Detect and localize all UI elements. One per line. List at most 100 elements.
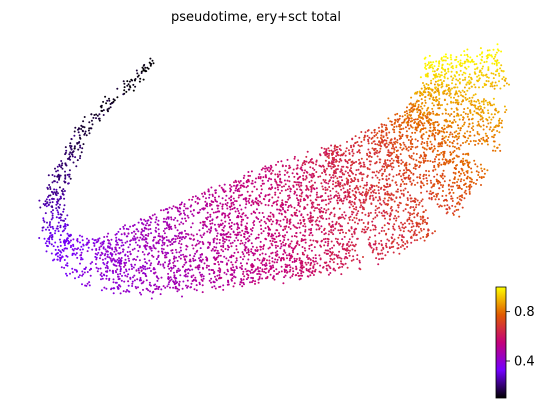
data-point: [103, 236, 106, 238]
data-point: [457, 79, 460, 82]
data-point: [106, 235, 109, 238]
data-point: [241, 251, 244, 254]
data-point: [368, 242, 371, 244]
data-point: [493, 145, 496, 148]
data-point: [441, 172, 444, 175]
data-point: [180, 221, 183, 224]
data-point: [222, 242, 225, 245]
data-point: [433, 195, 436, 198]
data-point: [92, 242, 95, 244]
data-point: [221, 228, 224, 231]
data-point: [437, 87, 439, 90]
data-point: [315, 187, 318, 190]
data-point: [216, 207, 219, 210]
data-point: [329, 250, 332, 253]
data-point: [466, 139, 468, 142]
data-point: [414, 92, 416, 95]
data-point: [116, 96, 119, 99]
data-point: [423, 173, 425, 176]
data-point: [339, 185, 341, 188]
data-point: [165, 253, 168, 256]
data-point: [443, 204, 446, 207]
data-point: [426, 159, 429, 162]
data-point: [430, 193, 433, 196]
data-point: [261, 259, 264, 262]
data-point: [323, 151, 325, 154]
data-point: [225, 273, 228, 276]
data-point: [437, 65, 440, 68]
data-point: [59, 203, 61, 206]
data-point: [312, 216, 315, 219]
data-point: [333, 147, 336, 150]
data-point: [217, 269, 220, 272]
data-point: [145, 227, 148, 230]
data-point: [152, 290, 155, 293]
data-point: [189, 237, 192, 240]
data-point: [323, 229, 325, 232]
data-point: [400, 178, 403, 181]
data-point: [309, 239, 312, 242]
data-point: [299, 266, 302, 269]
data-point: [442, 68, 445, 71]
data-point: [499, 67, 502, 70]
data-point: [234, 200, 236, 202]
data-point: [184, 273, 187, 276]
data-point: [271, 260, 274, 263]
data-point: [403, 247, 406, 250]
data-point: [387, 117, 390, 120]
data-point: [141, 222, 143, 224]
data-point: [64, 247, 67, 250]
data-point: [443, 124, 446, 127]
data-point: [254, 211, 257, 214]
data-point: [495, 64, 498, 67]
data-point: [343, 211, 346, 214]
data-point: [202, 224, 205, 227]
data-point: [202, 267, 205, 270]
data-point: [419, 154, 422, 157]
data-point: [399, 128, 402, 131]
data-point: [426, 116, 429, 119]
data-point: [270, 183, 273, 186]
data-point: [361, 173, 363, 176]
data-point: [304, 225, 307, 228]
data-point: [360, 140, 363, 143]
data-point: [185, 284, 187, 287]
data-point: [441, 195, 444, 197]
data-point: [95, 266, 98, 269]
data-point: [276, 258, 279, 261]
data-point: [427, 229, 430, 232]
data-point: [251, 227, 254, 229]
data-point: [196, 266, 199, 269]
data-point: [116, 285, 119, 288]
data-point: [416, 139, 419, 142]
data-point: [289, 242, 292, 245]
data-point: [89, 274, 92, 277]
data-point: [482, 138, 485, 141]
data-point: [418, 231, 421, 234]
data-point: [86, 271, 89, 273]
data-point: [376, 136, 379, 139]
data-point: [306, 171, 309, 174]
data-point: [422, 151, 425, 154]
data-point: [468, 79, 471, 82]
data-point: [452, 77, 455, 80]
data-point: [57, 173, 60, 176]
data-point: [209, 202, 211, 205]
data-point: [51, 214, 54, 217]
data-point: [432, 169, 435, 172]
data-point: [282, 282, 285, 285]
data-point: [348, 254, 351, 257]
data-point: [278, 256, 281, 259]
data-point: [267, 271, 270, 273]
data-point: [144, 244, 147, 247]
data-point: [193, 288, 196, 291]
data-point: [192, 195, 194, 198]
data-point: [468, 97, 471, 99]
data-point: [280, 242, 283, 245]
data-point: [240, 184, 243, 187]
data-point: [438, 107, 441, 110]
data-point: [71, 155, 74, 158]
data-point: [296, 178, 299, 180]
data-point: [295, 183, 298, 186]
data-point: [448, 133, 451, 136]
